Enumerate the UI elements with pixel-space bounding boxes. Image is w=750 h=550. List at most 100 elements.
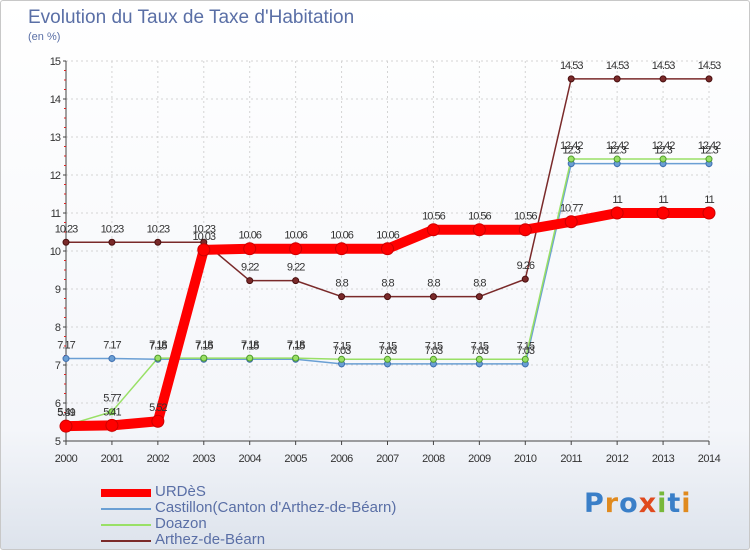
data-point xyxy=(292,354,300,362)
data-point xyxy=(613,155,621,163)
data-label: 7.15 xyxy=(241,340,259,352)
data-label: 5.77 xyxy=(103,393,121,405)
data-label: 10.06 xyxy=(284,230,307,242)
data-label: 7.15 xyxy=(379,340,397,352)
chart-title: Evolution du Taux de Taxe d'Habitation xyxy=(28,7,355,28)
x-tick-label: 2006 xyxy=(330,453,353,465)
data-point xyxy=(705,75,713,83)
data-label: 7.18 xyxy=(287,339,305,351)
legend-swatch xyxy=(101,489,151,497)
data-point xyxy=(338,355,346,363)
data-label: 10.06 xyxy=(330,230,353,242)
data-point xyxy=(656,206,670,220)
y-tick-label: 6 xyxy=(55,398,61,410)
data-label: 12.42 xyxy=(652,140,675,152)
x-tick-label: 2000 xyxy=(55,453,78,465)
data-point xyxy=(384,293,391,301)
data-label: 7.15 xyxy=(149,340,167,352)
data-point xyxy=(472,223,486,237)
data-point xyxy=(154,238,162,246)
x-tick-label: 2012 xyxy=(606,453,629,465)
data-label: 14.53 xyxy=(652,60,675,72)
data-label: 8.8 xyxy=(381,278,394,290)
data-label: 12.3 xyxy=(608,145,626,157)
data-point xyxy=(197,243,211,257)
data-label: 11 xyxy=(612,194,622,206)
data-point xyxy=(610,206,624,220)
data-point xyxy=(567,75,575,83)
x-tick-label: 2009 xyxy=(468,453,491,465)
y-tick-label: 9 xyxy=(55,284,61,296)
y-tick-label: 10 xyxy=(50,246,61,258)
x-tick-label: 2008 xyxy=(422,453,445,465)
data-label: 8.8 xyxy=(473,278,486,290)
data-label: 10.06 xyxy=(376,230,399,242)
data-label: 7.03 xyxy=(425,345,443,357)
data-label: 7.03 xyxy=(333,345,351,357)
data-point xyxy=(59,419,73,433)
y-tick-label: 15 xyxy=(50,56,61,68)
data-point xyxy=(243,242,257,256)
legend-label: Doazon xyxy=(155,515,207,532)
x-tick-label: 2013 xyxy=(652,453,675,465)
data-point xyxy=(518,223,532,237)
data-label: 7.15 xyxy=(195,340,213,352)
data-point xyxy=(108,355,116,363)
data-label: 10.77 xyxy=(560,203,583,215)
data-point xyxy=(564,215,578,229)
data-label: 9.22 xyxy=(241,262,259,274)
data-label: 9.26 xyxy=(517,260,535,272)
data-label: 5.39 xyxy=(57,407,75,419)
data-label: 7.18 xyxy=(195,339,213,351)
data-label: 12.42 xyxy=(606,140,629,152)
legend-swatch xyxy=(101,540,151,542)
data-label: 12.42 xyxy=(560,140,583,152)
x-tick-label: 2014 xyxy=(698,453,721,465)
data-label: 7.17 xyxy=(57,340,75,352)
data-label: 7.03 xyxy=(379,345,397,357)
x-tick-label: 2002 xyxy=(147,453,170,465)
y-tick-label: 12 xyxy=(50,170,61,182)
x-tick-label: 2005 xyxy=(284,453,307,465)
data-point xyxy=(292,277,300,285)
y-tick-label: 7 xyxy=(55,360,61,372)
x-tick-label: 2003 xyxy=(193,453,216,465)
data-point xyxy=(105,418,119,432)
data-point xyxy=(289,242,303,256)
data-label: 10.56 xyxy=(422,211,445,223)
data-point xyxy=(246,277,254,285)
data-point xyxy=(200,354,208,362)
data-label: 12.3 xyxy=(654,145,672,157)
x-tick-label: 2010 xyxy=(514,453,537,465)
data-label: 8.8 xyxy=(335,278,348,290)
legend-swatch xyxy=(101,524,151,526)
data-label: 12.3 xyxy=(700,145,718,157)
data-point xyxy=(62,238,70,246)
data-label: 7.18 xyxy=(149,339,167,351)
unit-label: (en %) xyxy=(28,31,61,43)
data-point xyxy=(384,355,391,363)
data-label: 7.18 xyxy=(241,339,259,351)
data-point xyxy=(108,238,116,246)
data-label: 9.22 xyxy=(287,262,305,274)
data-point xyxy=(246,354,254,362)
data-label: 10.23 xyxy=(193,223,216,235)
brand-logo: Proxiti xyxy=(584,488,692,519)
data-point xyxy=(567,155,575,163)
data-point xyxy=(705,155,713,163)
data-label: 7.17 xyxy=(103,340,121,352)
data-label: 7.03 xyxy=(471,345,489,357)
data-label: 10.23 xyxy=(147,223,170,235)
data-point xyxy=(154,354,162,362)
data-point xyxy=(381,242,394,256)
data-point xyxy=(475,293,483,301)
data-point xyxy=(426,223,440,237)
y-tick-label: 8 xyxy=(55,322,61,334)
data-point xyxy=(429,293,437,301)
data-point xyxy=(151,414,165,428)
data-label: 7.15 xyxy=(425,340,443,352)
data-label: 10.23 xyxy=(101,223,124,235)
data-label: 14.53 xyxy=(560,60,583,72)
